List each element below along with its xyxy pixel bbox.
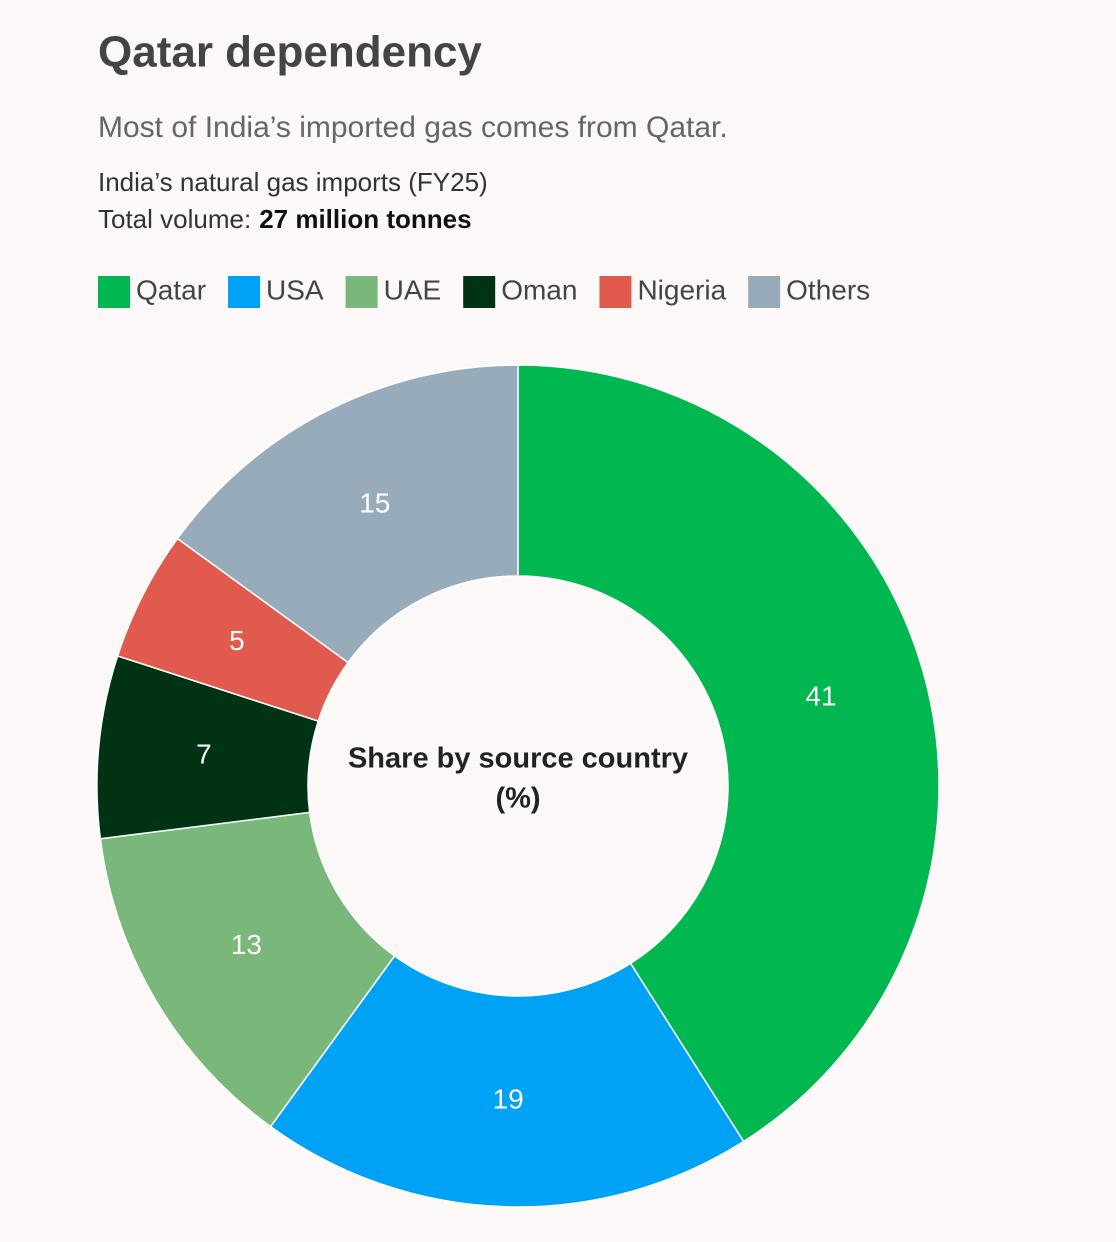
- center-label: Share by source country: [348, 743, 688, 775]
- legend-label: Nigeria: [637, 274, 726, 305]
- total-value: 27 million tonnes: [259, 204, 471, 234]
- legend-label: Others: [786, 274, 870, 305]
- value-label: 41: [805, 680, 836, 711]
- value-label: 13: [231, 929, 262, 960]
- legend-swatch: [599, 276, 632, 308]
- legend-swatch: [98, 276, 130, 308]
- value-label: 5: [229, 625, 245, 656]
- legend-label: UAE: [384, 274, 442, 305]
- value-label: 15: [359, 487, 390, 518]
- legend-label: USA: [266, 274, 324, 305]
- legend: Qatar USA UAE Oman Nigeria Others: [98, 274, 870, 308]
- chart-note: India’s natural gas imports (FY25): [98, 167, 488, 197]
- center-label: (%): [495, 783, 540, 815]
- slice: [517, 364, 940, 1143]
- total-line: Total volume: 27 million tonnes: [98, 204, 472, 234]
- donut: 41 19 13 7 5 15 Share by source country (%): [96, 364, 940, 1208]
- legend-label: Oman: [501, 274, 577, 305]
- value-label: 19: [493, 1084, 524, 1115]
- slice: [176, 364, 519, 664]
- slice: [99, 811, 396, 1128]
- total-label: Total volume:: [98, 204, 251, 234]
- legend-swatch: [345, 276, 378, 308]
- legend-label: Qatar: [136, 274, 206, 305]
- chart-title: Qatar dependency: [98, 28, 482, 77]
- value-label: 7: [196, 739, 212, 770]
- legend-swatch: [748, 276, 781, 308]
- legend-swatch: [228, 276, 261, 308]
- legend-swatch: [463, 276, 496, 308]
- slice: [269, 954, 745, 1208]
- chart-subtitle: Most of India’s imported gas comes from …: [98, 111, 728, 144]
